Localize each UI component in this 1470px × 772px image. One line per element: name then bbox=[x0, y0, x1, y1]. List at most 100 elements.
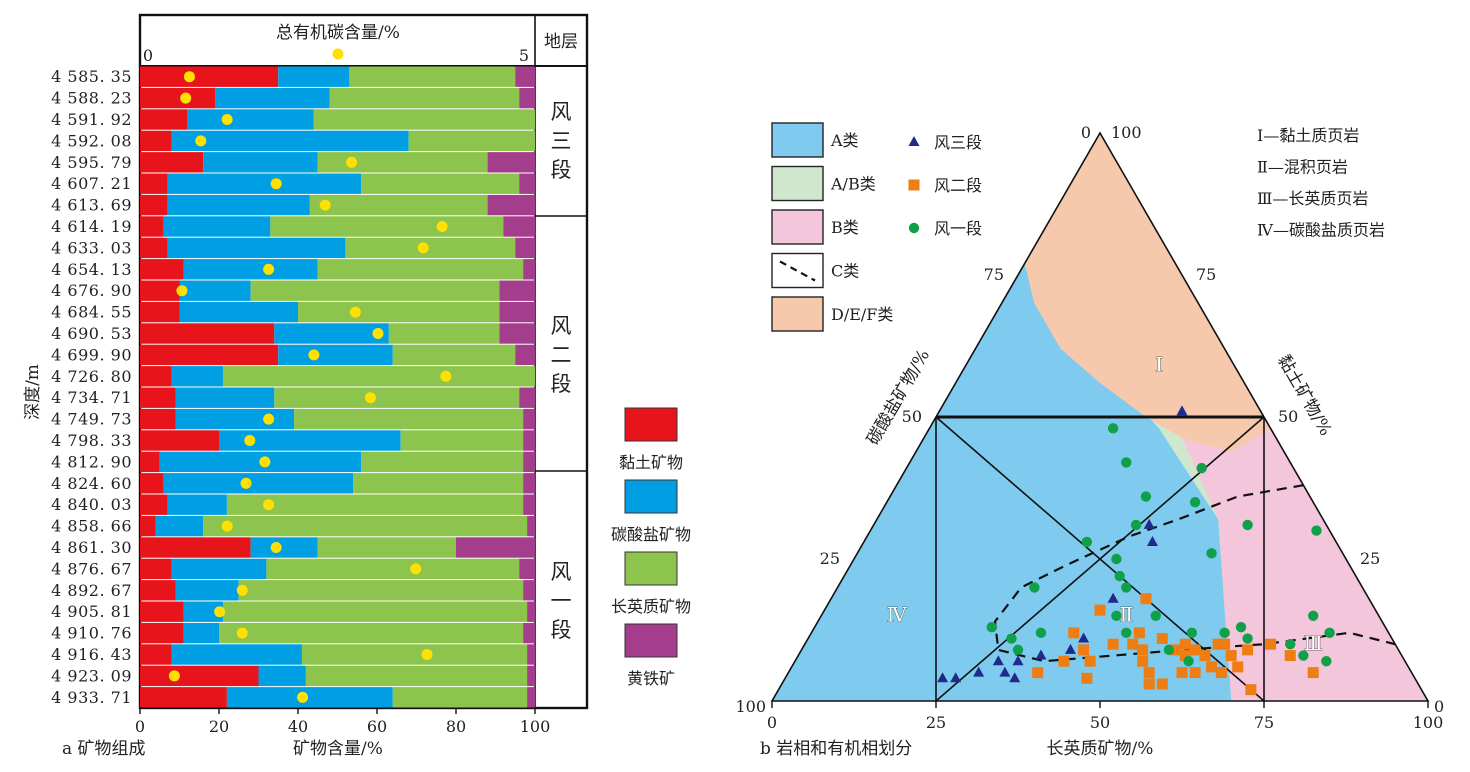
data-point bbox=[1206, 661, 1218, 673]
bottom-tick-label: 0 bbox=[767, 713, 777, 732]
data-point bbox=[1012, 655, 1024, 666]
pyrite-bar bbox=[519, 87, 535, 109]
data-point bbox=[1163, 644, 1175, 656]
depth-label: 4 726. 80 bbox=[51, 367, 132, 386]
felsic-bar bbox=[301, 644, 528, 665]
corner-label: 0 bbox=[1081, 123, 1091, 142]
clay-bar bbox=[140, 387, 176, 408]
toc-tick-max: 5 bbox=[519, 46, 529, 65]
data-point bbox=[1107, 423, 1119, 434]
toc-legend-dot bbox=[332, 48, 344, 60]
bottom-tick-label: 50 bbox=[1090, 713, 1110, 732]
clay-bar bbox=[140, 344, 279, 366]
carbonate-bar bbox=[171, 558, 267, 580]
zone-legend-swatch bbox=[771, 122, 824, 158]
clay-bar bbox=[140, 537, 251, 558]
pyrite-bar bbox=[523, 580, 535, 601]
data-point bbox=[1078, 644, 1090, 656]
data-point bbox=[1324, 627, 1335, 639]
right-axis-label: 黏土矿物/% bbox=[1273, 352, 1335, 440]
toc-dot bbox=[244, 435, 256, 446]
felsic-bar bbox=[361, 173, 520, 194]
zone-legend-label: A/B类 bbox=[830, 175, 876, 194]
right-tick-label: 50 bbox=[1278, 407, 1298, 426]
felsic-bar bbox=[274, 387, 520, 408]
data-point bbox=[1146, 535, 1158, 546]
bottom-tick-label: 100 bbox=[1413, 713, 1444, 732]
data-point bbox=[973, 666, 985, 677]
data-point bbox=[1081, 536, 1093, 548]
data-point bbox=[1215, 667, 1227, 679]
pyrite-bar bbox=[515, 66, 535, 87]
felsic-bar bbox=[305, 665, 528, 687]
data-point bbox=[1029, 582, 1040, 593]
clay-bar bbox=[140, 130, 172, 152]
facies-legend-label: Ⅲ—长英质页岩 bbox=[1257, 189, 1368, 208]
clay-bar bbox=[140, 109, 188, 130]
data-point bbox=[1212, 638, 1224, 650]
facies-legend-label: Ⅱ—混积页岩 bbox=[1257, 158, 1348, 177]
toc-dot bbox=[410, 563, 422, 575]
bottom-tick-label: 75 bbox=[1254, 713, 1274, 732]
toc-dot bbox=[214, 606, 226, 618]
carbonate-bar bbox=[171, 366, 223, 387]
data-point bbox=[1121, 582, 1132, 593]
felsic-bar bbox=[329, 87, 520, 109]
data-point bbox=[1140, 491, 1152, 502]
data-point bbox=[999, 666, 1011, 677]
clay-bar bbox=[140, 473, 164, 494]
pyrite-bar bbox=[519, 173, 535, 194]
clay-bar bbox=[140, 323, 275, 344]
data-point bbox=[1084, 655, 1096, 667]
carbonate-bar bbox=[167, 194, 310, 216]
right-tick-label: 25 bbox=[1360, 549, 1380, 568]
toc-dot bbox=[346, 156, 358, 168]
depth-label: 4 798. 33 bbox=[51, 431, 132, 450]
legend-label: 黏土矿物 bbox=[619, 453, 683, 472]
data-point bbox=[1111, 553, 1122, 565]
data-point bbox=[1081, 672, 1093, 684]
panel-a-label: a 矿物组成 bbox=[62, 739, 146, 759]
carbonate-bar bbox=[155, 515, 204, 537]
clay-bar bbox=[140, 558, 172, 580]
data-point bbox=[1064, 643, 1076, 654]
carbonate-bar bbox=[258, 665, 306, 687]
corner-label: 100 bbox=[735, 697, 766, 716]
corner-label: 100 bbox=[1111, 123, 1142, 142]
clay-bar bbox=[140, 194, 168, 216]
region-label: Ⅳ bbox=[887, 602, 908, 626]
carbonate-bar bbox=[163, 216, 271, 237]
felsic-bar bbox=[270, 216, 504, 237]
clay-bar bbox=[140, 366, 172, 387]
clay-bar bbox=[140, 644, 172, 665]
left-axis-label: 碳酸盐矿物/% bbox=[863, 346, 934, 449]
x-tick-label: 0 bbox=[135, 717, 145, 736]
depth-label: 4 933. 71 bbox=[51, 688, 132, 707]
data-point bbox=[1121, 457, 1132, 468]
zone-legend-swatch bbox=[771, 296, 824, 332]
facies-legend-label: Ⅰ—黏土质页岩 bbox=[1257, 126, 1359, 145]
toc-dot bbox=[236, 584, 248, 596]
pyrite-bar bbox=[519, 387, 535, 408]
depth-label: 4 591. 92 bbox=[51, 110, 132, 129]
data-point bbox=[1107, 638, 1119, 650]
depth-label: 4 633. 03 bbox=[51, 238, 132, 257]
x-tick-label: 80 bbox=[446, 717, 466, 736]
data-point bbox=[1111, 610, 1122, 621]
felsic-bar bbox=[361, 451, 524, 473]
region-label: Ⅰ bbox=[1155, 353, 1163, 377]
pyrite-bar bbox=[499, 280, 535, 301]
data-point bbox=[1308, 610, 1319, 621]
toc-dot bbox=[180, 92, 192, 104]
left-tick-label: 50 bbox=[902, 407, 922, 426]
stratum-label: 一 bbox=[551, 589, 572, 613]
carbonate-bar bbox=[187, 109, 314, 130]
bottom-tick-label: 25 bbox=[926, 713, 946, 732]
toc-dot bbox=[270, 542, 282, 553]
region-label: Ⅲ bbox=[1304, 631, 1323, 655]
carbonate-bar bbox=[167, 173, 362, 194]
pyrite-bar bbox=[515, 237, 535, 259]
carbonate-bar bbox=[179, 301, 298, 323]
data-point bbox=[1068, 627, 1080, 639]
depth-label: 4 812. 90 bbox=[51, 452, 132, 471]
